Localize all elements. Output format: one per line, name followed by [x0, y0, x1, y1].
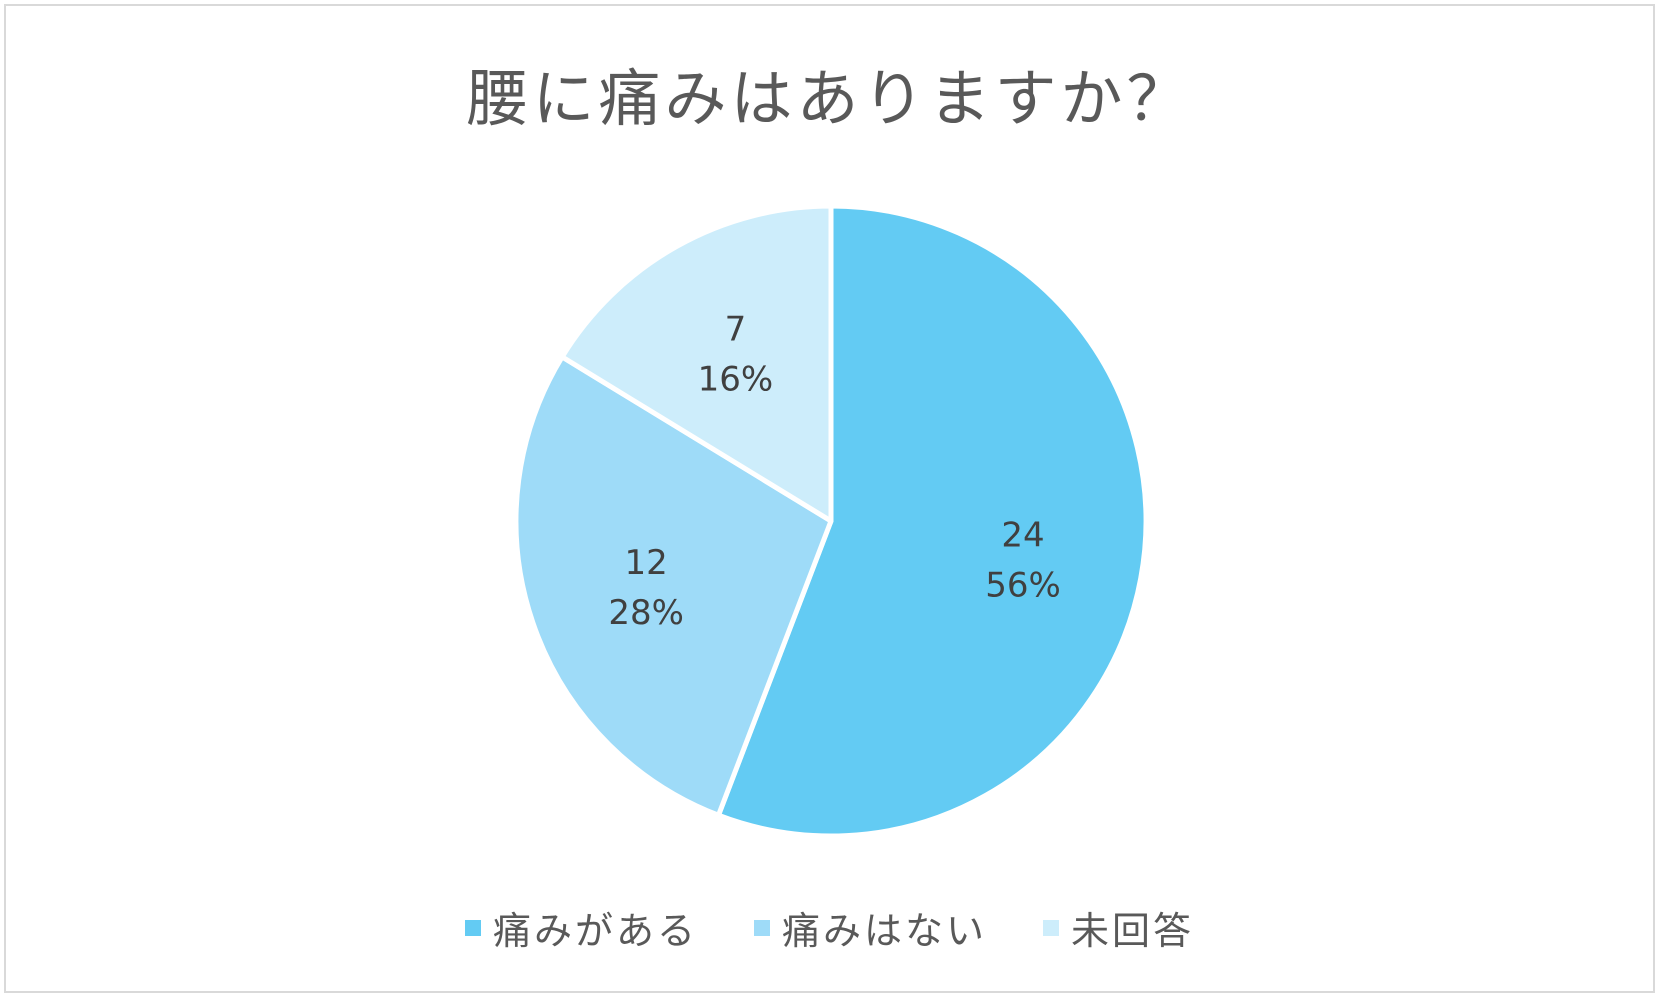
legend-item-no-pain: 痛みはない — [753, 900, 987, 955]
slice-no-pain-percent-label: 28% — [608, 593, 684, 633]
slice-no-pain-value-label: 12 — [625, 543, 668, 583]
legend-label-no-pain: 痛みはない — [781, 909, 987, 953]
slice-pain-percent-label: 56% — [985, 565, 1061, 605]
legend-swatch-pain — [464, 919, 481, 936]
legend-label-no-answer: 未回答 — [1071, 909, 1195, 953]
slice-no-pain — [513, 354, 834, 818]
chart-title: 腰に痛みはありますか？ — [466, 62, 1193, 135]
legend-swatch-no-answer — [1043, 919, 1059, 936]
legend-label-pain: 痛みがある — [492, 909, 698, 953]
legend-swatch-no-pain — [753, 919, 770, 936]
legend-item-pain: 痛みがある — [464, 900, 698, 955]
slice-pain-value-label: 24 — [1001, 515, 1044, 555]
legend-item-no-answer: 未回答 — [1043, 900, 1194, 955]
legend: 痛みがある 痛みはない 未回答 — [0, 900, 1659, 955]
slice-pain — [715, 203, 1149, 839]
slice-no-answer-value-label: 7 — [725, 310, 747, 350]
slice-no-answer — [559, 203, 834, 524]
slice-no-answer-percent-label: 16% — [698, 360, 774, 400]
